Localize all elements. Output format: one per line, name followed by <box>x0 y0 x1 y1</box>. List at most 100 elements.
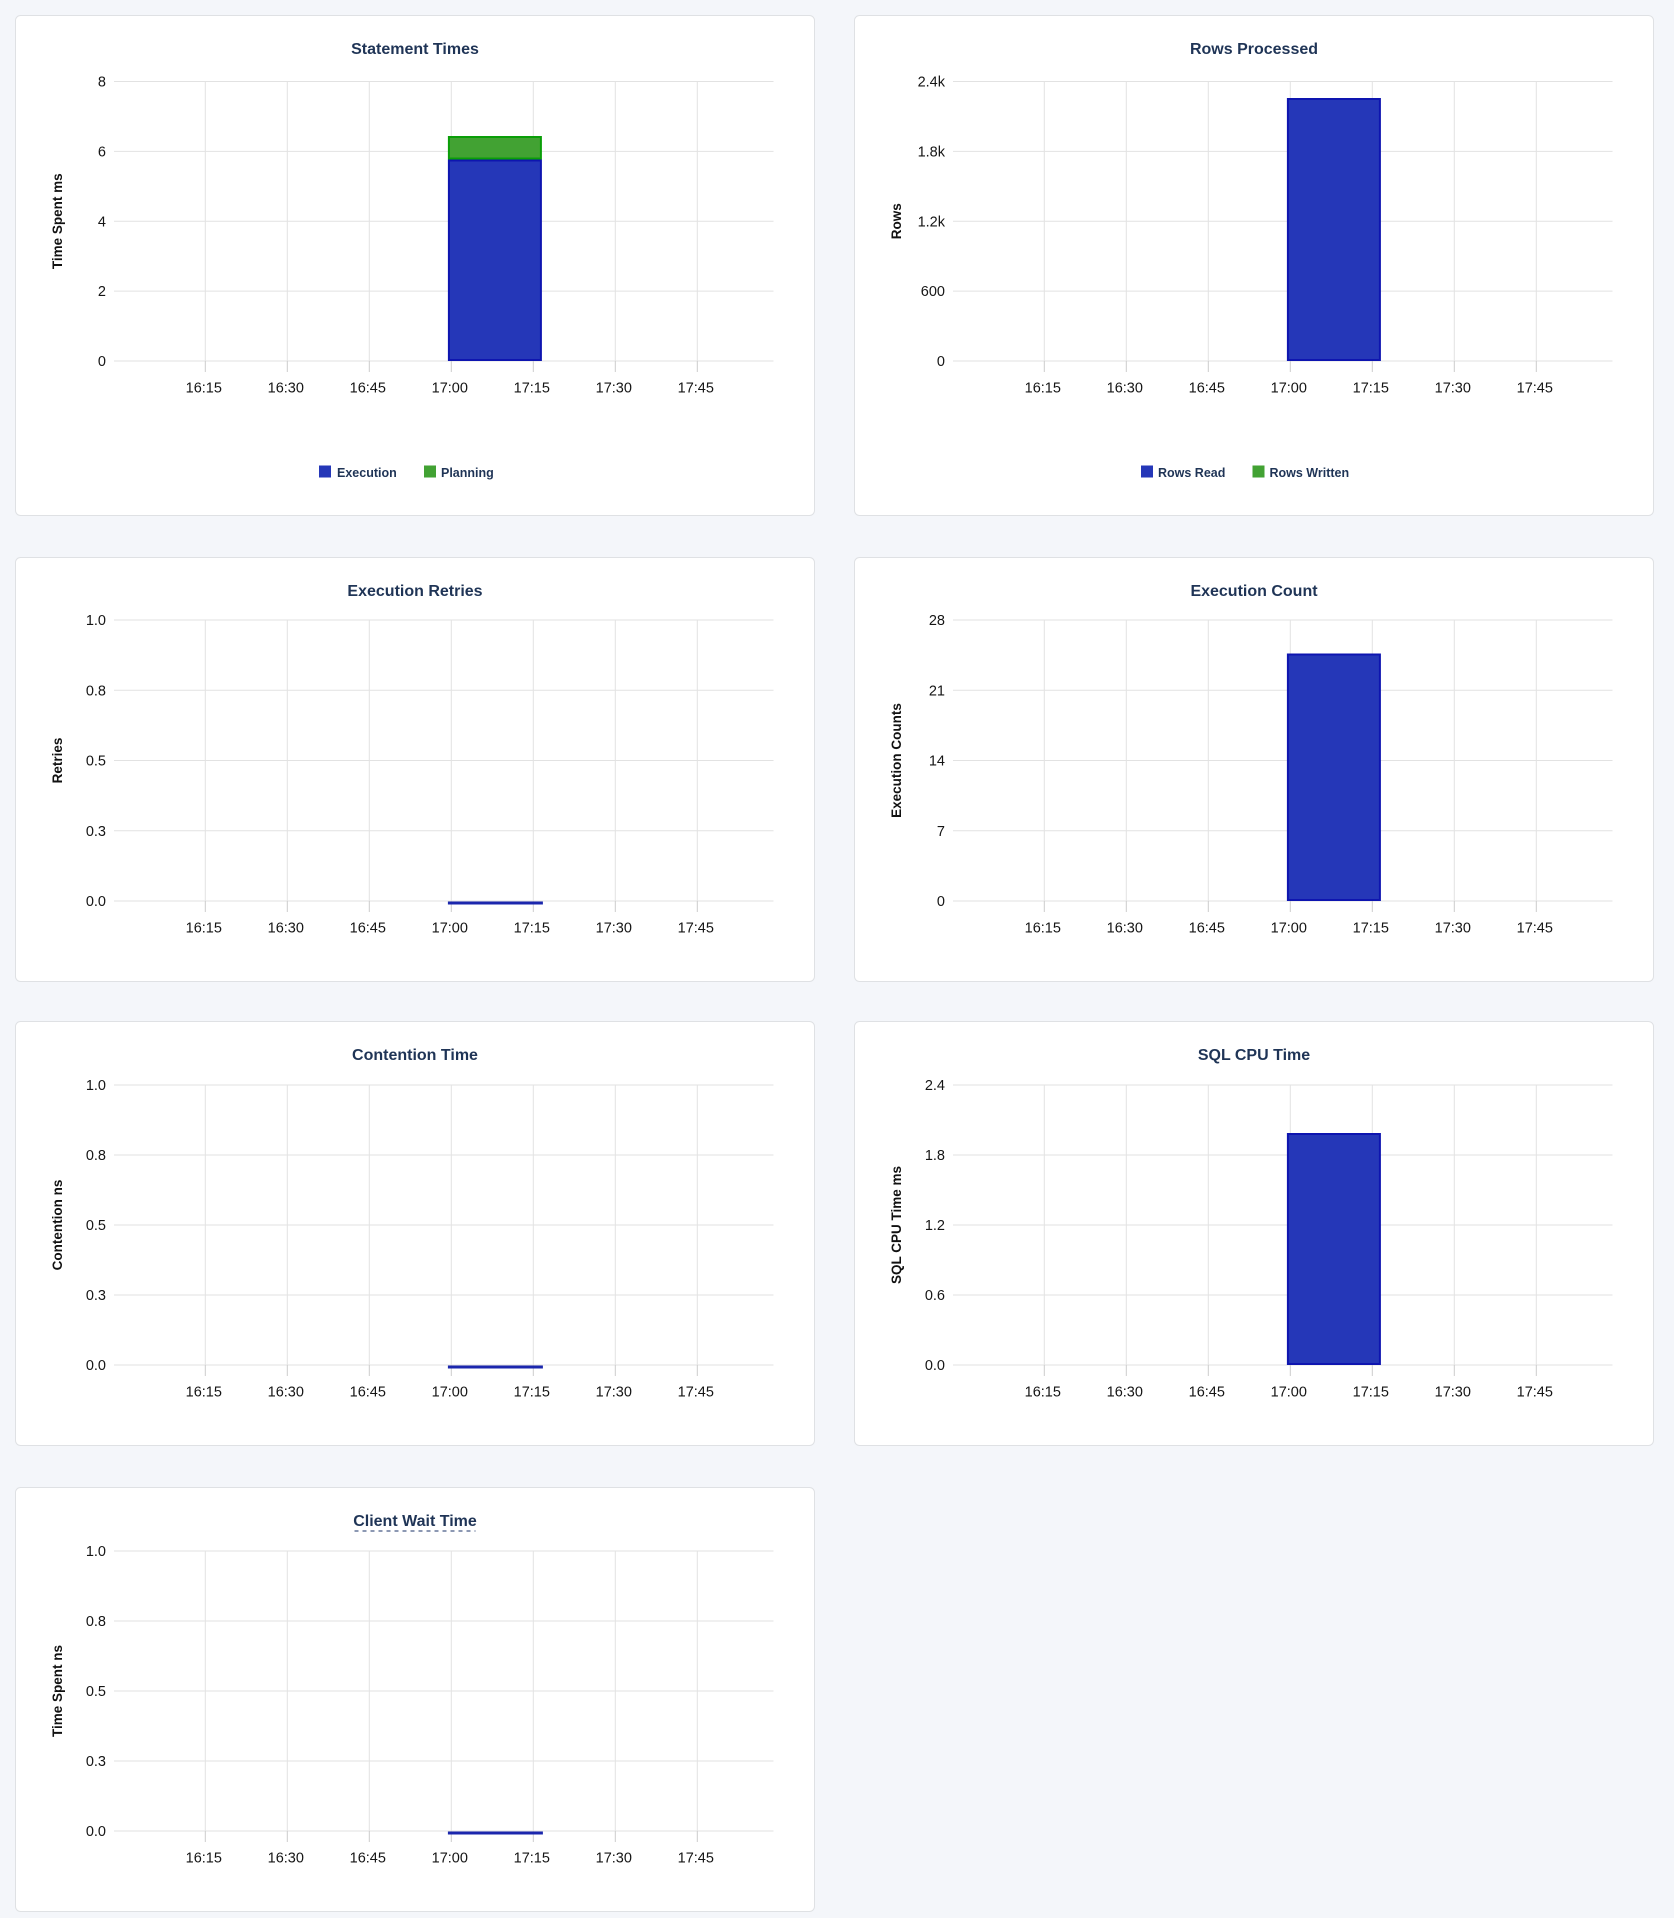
svg-text:SQL CPU Time: SQL CPU Time <box>1198 1047 1310 1064</box>
svg-text:21: 21 <box>929 683 945 699</box>
svg-text:17:15: 17:15 <box>1353 1385 1389 1401</box>
svg-text:6: 6 <box>98 144 106 160</box>
svg-text:Client Wait Time: Client Wait Time <box>353 1513 477 1530</box>
svg-text:0: 0 <box>937 354 945 370</box>
svg-text:0.3: 0.3 <box>86 1288 106 1304</box>
svg-text:16:45: 16:45 <box>350 381 386 397</box>
svg-text:17:15: 17:15 <box>514 1851 550 1867</box>
svg-text:17:00: 17:00 <box>1271 1385 1307 1401</box>
svg-text:17:45: 17:45 <box>678 381 714 397</box>
svg-text:17:30: 17:30 <box>596 1851 632 1867</box>
svg-text:4: 4 <box>98 214 106 230</box>
svg-text:16:45: 16:45 <box>350 1851 386 1867</box>
svg-text:Execution Count: Execution Count <box>1190 583 1318 600</box>
svg-text:17:30: 17:30 <box>596 381 632 397</box>
svg-text:Rows Written: Rows Written <box>1270 466 1350 480</box>
svg-text:16:45: 16:45 <box>1189 921 1225 937</box>
svg-text:17:30: 17:30 <box>1435 921 1471 937</box>
svg-text:16:15: 16:15 <box>1025 921 1061 937</box>
svg-text:Planning: Planning <box>441 466 494 480</box>
svg-text:Rows Processed: Rows Processed <box>1190 41 1318 58</box>
svg-text:SQL CPU Time ms: SQL CPU Time ms <box>889 1166 904 1284</box>
svg-text:17:00: 17:00 <box>432 381 468 397</box>
svg-text:0.8: 0.8 <box>86 1614 106 1630</box>
svg-text:600: 600 <box>921 284 945 300</box>
svg-text:1.2k: 1.2k <box>918 214 946 230</box>
svg-text:Retries: Retries <box>50 738 65 784</box>
svg-text:2: 2 <box>98 284 106 300</box>
svg-text:Rows Read: Rows Read <box>1158 466 1225 480</box>
svg-text:16:15: 16:15 <box>186 921 222 937</box>
svg-text:16:15: 16:15 <box>1025 1385 1061 1401</box>
svg-text:0: 0 <box>98 354 106 370</box>
svg-text:0.5: 0.5 <box>86 754 106 770</box>
svg-text:0.5: 0.5 <box>86 1684 106 1700</box>
svg-text:16:15: 16:15 <box>186 1385 222 1401</box>
svg-text:16:30: 16:30 <box>1107 381 1143 397</box>
svg-text:Contention Time: Contention Time <box>352 1047 478 1064</box>
svg-text:0.0: 0.0 <box>925 1358 945 1374</box>
svg-text:1.8k: 1.8k <box>918 144 946 160</box>
svg-text:16:30: 16:30 <box>268 1385 304 1401</box>
svg-text:Statement Times: Statement Times <box>351 41 479 58</box>
svg-text:16:45: 16:45 <box>350 1385 386 1401</box>
svg-text:2.4k: 2.4k <box>918 75 946 91</box>
svg-text:16:30: 16:30 <box>1107 921 1143 937</box>
svg-text:0.0: 0.0 <box>86 1358 106 1374</box>
svg-text:0.5: 0.5 <box>86 1218 106 1234</box>
svg-text:16:30: 16:30 <box>1107 1385 1143 1401</box>
svg-text:17:30: 17:30 <box>596 921 632 937</box>
svg-text:1.0: 1.0 <box>86 1078 106 1094</box>
svg-text:17:00: 17:00 <box>1271 381 1307 397</box>
svg-text:Time Spent ns: Time Spent ns <box>50 1645 65 1737</box>
svg-text:17:15: 17:15 <box>514 921 550 937</box>
svg-text:17:00: 17:00 <box>1271 921 1307 937</box>
svg-text:Execution: Execution <box>337 466 397 480</box>
svg-text:17:00: 17:00 <box>432 1385 468 1401</box>
svg-text:17:15: 17:15 <box>514 381 550 397</box>
svg-text:1.2: 1.2 <box>925 1218 945 1234</box>
svg-text:16:15: 16:15 <box>186 1851 222 1867</box>
svg-text:16:15: 16:15 <box>186 381 222 397</box>
svg-text:7: 7 <box>937 824 945 840</box>
svg-text:17:30: 17:30 <box>596 1385 632 1401</box>
svg-text:0.0: 0.0 <box>86 894 106 910</box>
svg-text:17:30: 17:30 <box>1435 1385 1471 1401</box>
svg-text:17:00: 17:00 <box>432 921 468 937</box>
svg-text:0.3: 0.3 <box>86 1754 106 1770</box>
svg-text:Rows: Rows <box>889 203 904 239</box>
svg-text:14: 14 <box>929 754 945 770</box>
svg-text:17:45: 17:45 <box>678 921 714 937</box>
svg-text:17:45: 17:45 <box>678 1851 714 1867</box>
svg-text:Contention ns: Contention ns <box>50 1180 65 1271</box>
svg-text:8: 8 <box>98 75 106 91</box>
svg-text:1.0: 1.0 <box>86 613 106 629</box>
svg-text:16:45: 16:45 <box>350 921 386 937</box>
svg-text:0: 0 <box>937 894 945 910</box>
svg-text:0.8: 0.8 <box>86 1148 106 1164</box>
svg-text:2.4: 2.4 <box>925 1078 945 1094</box>
svg-text:16:30: 16:30 <box>268 381 304 397</box>
svg-text:17:45: 17:45 <box>678 1385 714 1401</box>
svg-text:16:30: 16:30 <box>268 921 304 937</box>
svg-text:17:45: 17:45 <box>1517 381 1553 397</box>
svg-text:17:30: 17:30 <box>1435 381 1471 397</box>
svg-text:17:15: 17:15 <box>1353 381 1389 397</box>
svg-text:0.8: 0.8 <box>86 683 106 699</box>
svg-text:Time Spent ms: Time Spent ms <box>50 173 65 269</box>
svg-text:1.0: 1.0 <box>86 1544 106 1560</box>
svg-text:0.6: 0.6 <box>925 1288 945 1304</box>
svg-text:17:45: 17:45 <box>1517 1385 1553 1401</box>
svg-text:0.3: 0.3 <box>86 824 106 840</box>
svg-text:16:30: 16:30 <box>268 1851 304 1867</box>
svg-text:17:15: 17:15 <box>1353 921 1389 937</box>
svg-text:16:45: 16:45 <box>1189 381 1225 397</box>
svg-text:Execution Retries: Execution Retries <box>347 583 482 600</box>
svg-text:16:15: 16:15 <box>1025 381 1061 397</box>
svg-text:1.8: 1.8 <box>925 1148 945 1164</box>
svg-text:0.0: 0.0 <box>86 1824 106 1840</box>
svg-text:28: 28 <box>929 613 945 629</box>
svg-text:16:45: 16:45 <box>1189 1385 1225 1401</box>
svg-text:17:45: 17:45 <box>1517 921 1553 937</box>
svg-text:17:00: 17:00 <box>432 1851 468 1867</box>
